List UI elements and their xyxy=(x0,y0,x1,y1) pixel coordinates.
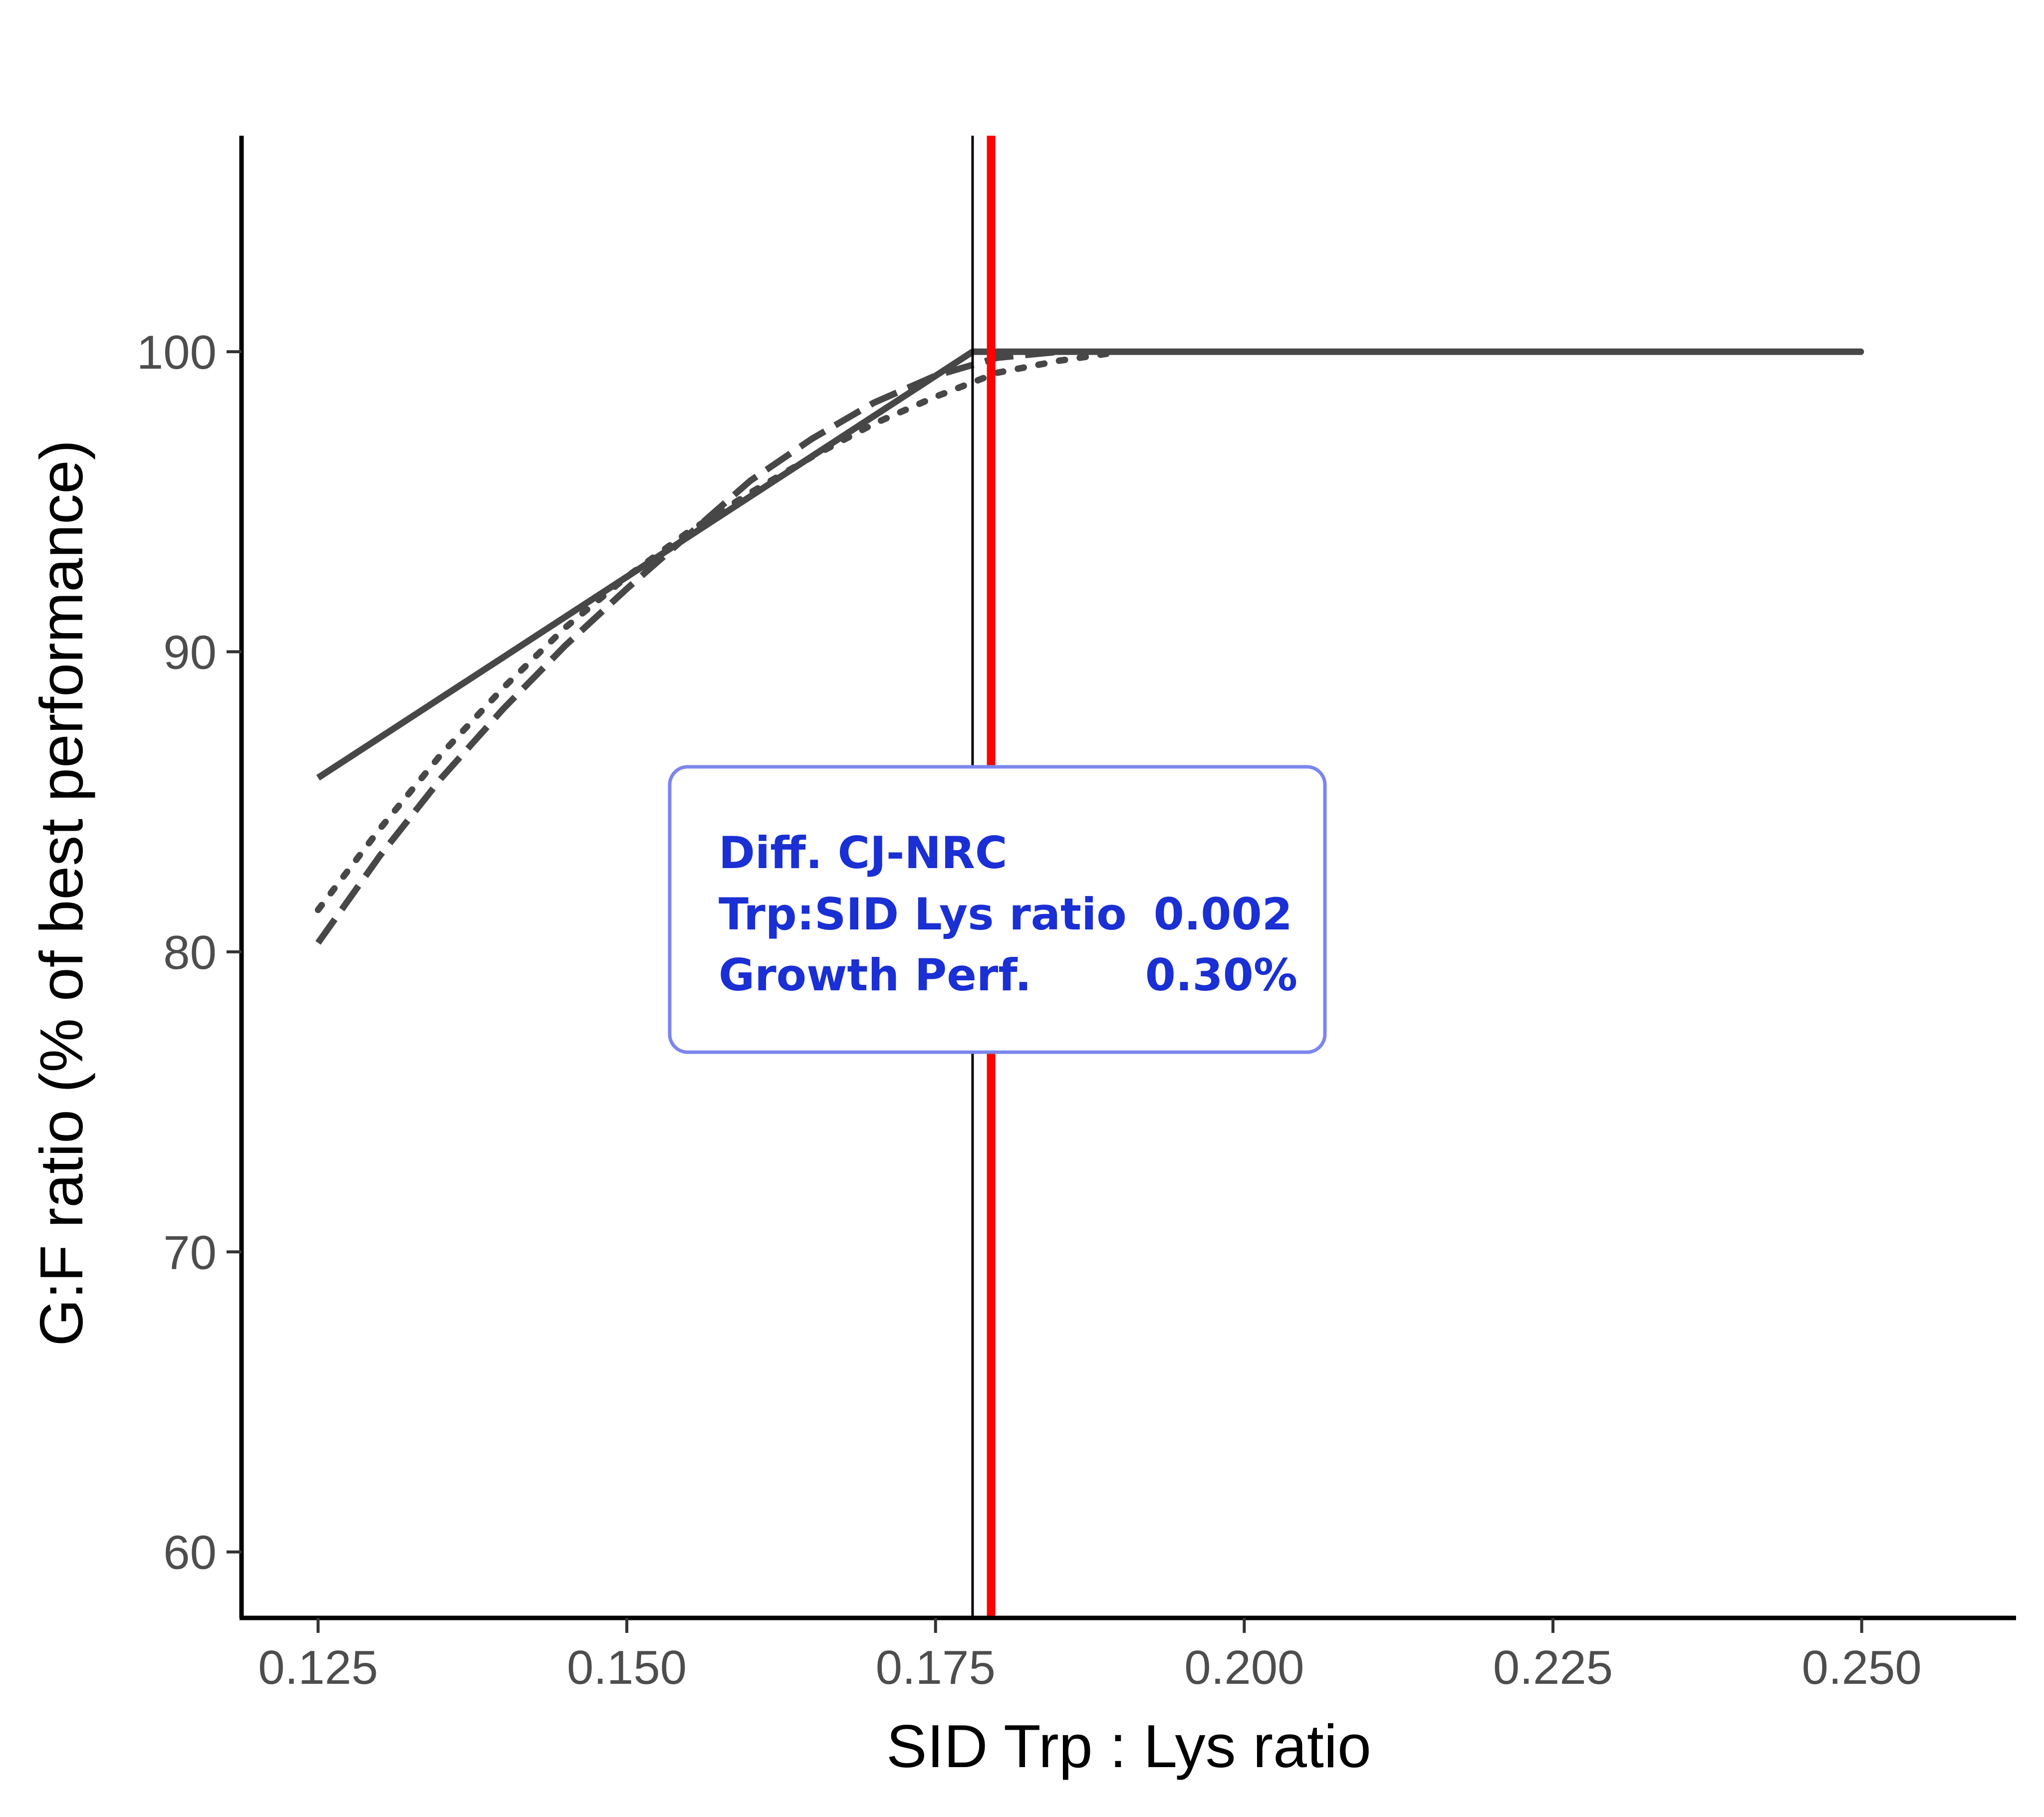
annotation-row-value: 0.002 xyxy=(1154,889,1292,940)
annotation-row-label: Trp:SID Lys ratio xyxy=(719,889,1127,940)
x-tick-label: 0.225 xyxy=(1493,1641,1613,1694)
annotation-row-label: Growth Perf. xyxy=(719,949,1031,1001)
y-tick-label: 60 xyxy=(163,1526,217,1580)
x-axis-title: SID Trp : Lys ratio xyxy=(886,1712,1371,1780)
x-tick-label: 0.250 xyxy=(1802,1641,1922,1694)
y-tick-label: 100 xyxy=(137,326,217,379)
x-tick-label: 0.150 xyxy=(567,1641,687,1694)
x-tick-label: 0.175 xyxy=(876,1641,996,1694)
x-tick-label: 0.200 xyxy=(1184,1641,1304,1694)
annotation-row-value: 0.30% xyxy=(1145,949,1297,1001)
y-tick-label: 70 xyxy=(163,1226,217,1279)
series-line-dashed xyxy=(315,348,1862,945)
series-line-solid xyxy=(316,348,1862,781)
annotation-title: Diff. CJ-NRC xyxy=(719,827,1007,879)
x-tick-label: 0.125 xyxy=(258,1641,378,1694)
y-tick-label: 80 xyxy=(163,926,217,979)
x-ticks: 0.125 0.150 0.175 0.200 0.225 0.250 xyxy=(258,1618,1922,1694)
y-ticks: 60 70 80 90 100 xyxy=(137,326,242,1580)
y-tick-label: 90 xyxy=(163,626,217,679)
y-axis-title: G:F ratio (% of best performance) xyxy=(27,440,95,1346)
annotation-box: Diff. CJ-NRC Trp:SID Lys ratio 0.002 Gro… xyxy=(668,765,1327,1054)
annotation-frame xyxy=(668,765,1327,1054)
